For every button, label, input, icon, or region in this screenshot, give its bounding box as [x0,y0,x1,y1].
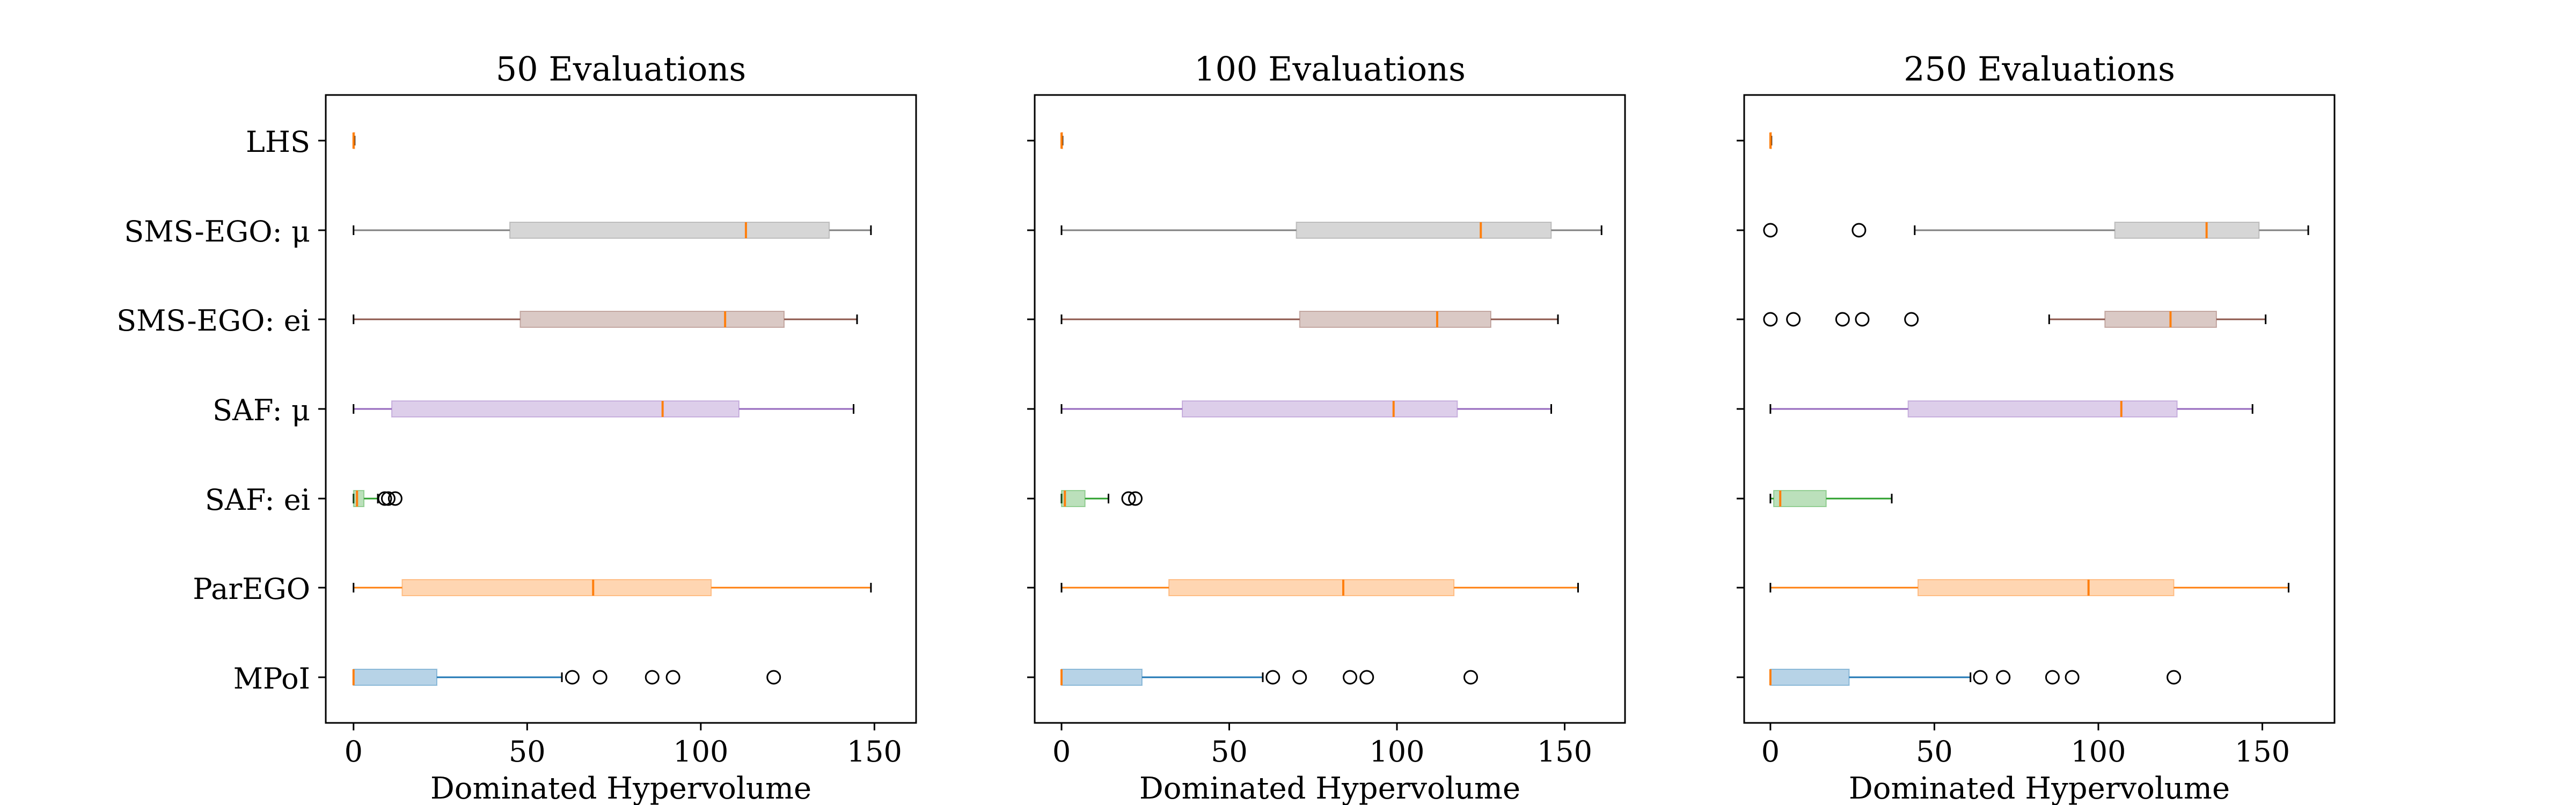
outlier-mpoi [645,670,660,685]
box-sms-ego-mu [509,222,830,239]
box-parego [1917,579,2175,596]
outlier-saf-ei [380,491,396,506]
x-tick-label: 100 [1369,735,1424,769]
box-mpoi [353,669,438,686]
outlier-saf-ei [387,491,402,506]
outlier-mpoi [1996,670,2011,685]
x-tick-label: 0 [1761,735,1780,769]
box-saf-ei [353,490,365,507]
outlier-saf-ei [1128,491,1143,506]
x-tick-label: 100 [2070,735,2126,769]
outlier-mpoi [1343,670,1357,685]
ytick-label-parego: ParEGO [193,572,310,606]
panel-title-50: 50 Evaluations [496,49,746,89]
x-tick-label: 0 [345,735,363,769]
outlier-mpoi [2045,670,2060,685]
box-mpoi [1061,669,1143,686]
box-saf-mu [1182,400,1458,418]
outlier-saf-ei [1121,491,1136,506]
outlier-sms-ego-ei [1855,312,1870,327]
box-sms-ego-ei [519,311,785,328]
outlier-mpoi [1463,670,1478,685]
outlier-sms-ego-mu [1851,223,1867,238]
outlier-sms-ego-mu [1763,223,1778,238]
outlier-mpoi [565,670,580,685]
panel-title-100: 100 Evaluations [1194,49,1466,89]
ytick-label-saf-mu: SAF: μ [213,393,310,427]
x-tick-label: 50 [509,735,546,769]
outlier-mpoi [1359,670,1374,685]
x-tick-label: 150 [847,735,902,769]
outlier-sms-ego-ei [1904,312,1919,327]
x-tick-label: 150 [2235,735,2290,769]
x-axis-label-250: Dominated Hypervolume [1849,771,2230,805]
x-tick-label: 0 [1052,735,1071,769]
box-saf-mu [391,400,740,418]
outlier-mpoi [1292,670,1307,685]
outlier-sms-ego-ei [1786,312,1801,327]
outlier-mpoi [2167,670,2182,685]
x-tick-label: 150 [1537,735,1592,769]
ytick-label-mpoi: MPoI [233,662,310,696]
outlier-mpoi [2065,670,2080,685]
outlier-mpoi [1265,670,1280,685]
ytick-label-sms-ego-ei: SMS-EGO: ei [116,304,310,338]
chart-marks: 0 50 100 150 0 50 100 150 0 50 100 150 [318,94,2336,769]
box-parego [1168,579,1455,596]
ytick-label-lhs: LHS [246,125,310,159]
outlier-sms-ego-ei [1835,312,1850,327]
x-axis-label-100: Dominated Hypervolume [1139,771,1520,805]
box-sms-ego-ei [1299,311,1491,328]
box-sms-ego-ei [2104,311,2217,328]
box-saf-mu [1907,400,2178,418]
outlier-saf-ei [377,491,392,506]
outlier-sms-ego-ei [1763,312,1778,327]
x-axis-label-50: Dominated Hypervolume [430,771,811,805]
outlier-mpoi [665,670,680,685]
outlier-mpoi [1973,670,1988,685]
box-mpoi [1769,669,1850,686]
panel-title-250: 250 Evaluations [1904,49,2175,89]
box-sms-ego-mu [2114,222,2260,239]
outlier-mpoi [592,670,608,685]
x-tick-label: 50 [1211,735,1248,769]
box-saf-ei [1773,490,1827,507]
box-sms-ego-mu [1296,222,1552,239]
x-tick-label: 100 [673,735,728,769]
outlier-mpoi [766,670,781,685]
ytick-label-saf-ei: SAF: ei [205,483,310,517]
ytick-label-sms-ego-mu: SMS-EGO: μ [124,215,310,248]
box-parego [401,579,712,596]
x-tick-label: 50 [1916,735,1953,769]
